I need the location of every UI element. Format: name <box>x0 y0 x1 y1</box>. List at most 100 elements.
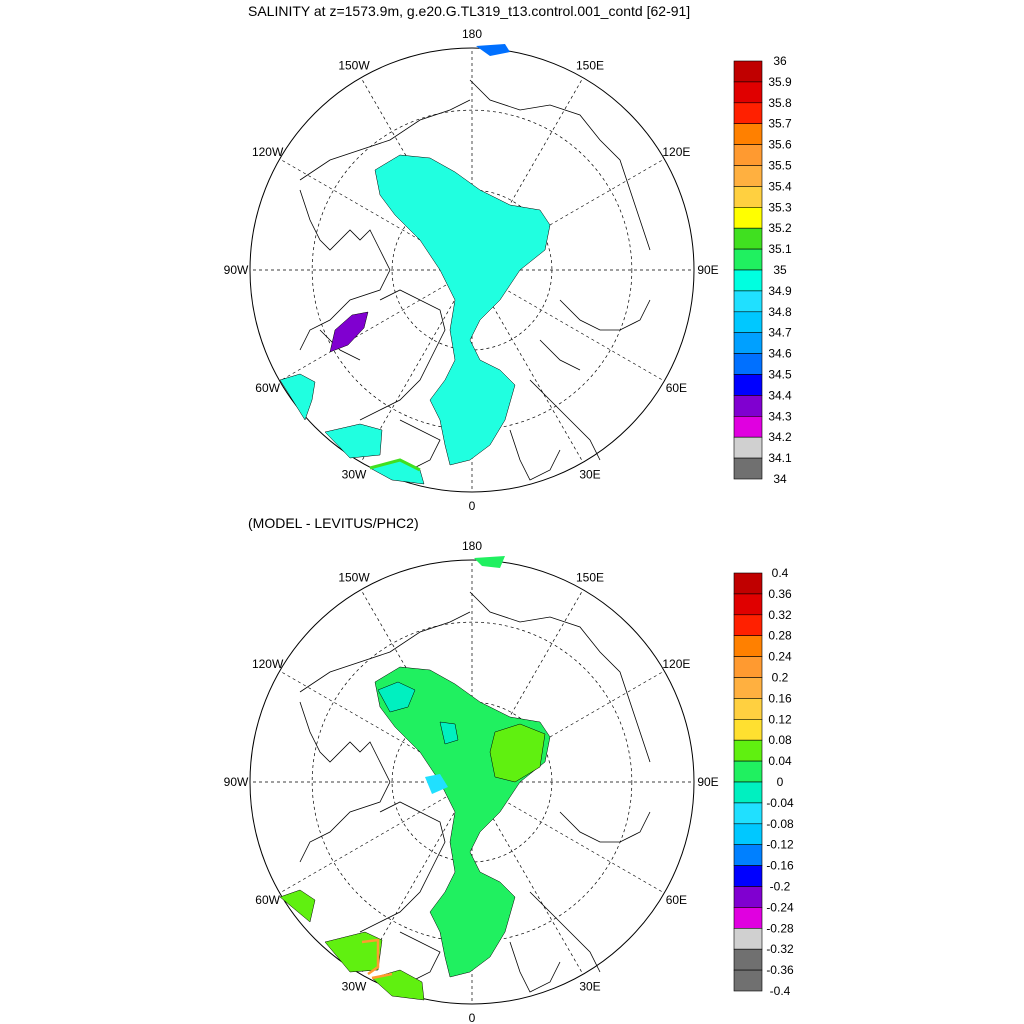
colorbar-level-label: 35.1 <box>768 242 792 256</box>
colorbar-level-label: 34.7 <box>768 326 792 340</box>
colorbar-swatch <box>733 865 763 887</box>
lon-label: 60E <box>666 381 687 395</box>
colorbar-swatch <box>733 969 763 992</box>
lon-label: 120E <box>662 145 690 159</box>
colorbar-level-label: 35.7 <box>768 117 792 131</box>
colorbar-swatch <box>733 656 763 678</box>
colorbar-swatch <box>733 948 763 971</box>
colorbar-swatch <box>733 123 763 145</box>
colorbar-swatch <box>733 760 763 783</box>
panel2-lon-labels: 180 150E 120E 90E 60E 30E 0 30W 60W 90W 120W 150W <box>224 539 719 1024</box>
colorbar-swatch <box>733 186 763 208</box>
lon-label: 0 <box>469 1011 476 1024</box>
colorbar-level-label: -0.12 <box>766 838 794 852</box>
lon-label: 90E <box>697 775 718 789</box>
colorbar-swatch <box>733 572 763 595</box>
colorbar-swatch <box>733 457 763 480</box>
colorbar-swatch <box>733 739 763 762</box>
lon-label: 0 <box>469 499 476 513</box>
meridian <box>360 781 473 975</box>
colorbar-swatch <box>733 269 763 292</box>
lon-label: 90E <box>697 263 718 277</box>
colorbar-level-label: -0.04 <box>766 796 794 810</box>
colorbar-level-label: 34.6 <box>768 347 792 361</box>
colorbar-level-label: 0.28 <box>768 629 792 643</box>
colorbar-level-label: 0.04 <box>768 754 792 768</box>
panel2-colorbar: 0.4 0.36 0.32 0.28 0.24 0.2 0.16 0.12 0.08 0.04 0 -… <box>733 566 794 998</box>
colorbar-level-label: 35.3 <box>768 200 792 214</box>
colorbar-swatch <box>733 60 763 83</box>
lon-label: 150E <box>576 59 604 73</box>
panel2-data-fill <box>279 556 551 1001</box>
colorbar-level-label: 35.5 <box>768 159 792 173</box>
colorbar-level-label: 0.4 <box>772 566 789 580</box>
colorbar-level-label: 35.2 <box>768 221 792 235</box>
colorbar-swatch <box>733 311 763 333</box>
lon-label: 180 <box>462 27 482 41</box>
colorbar-swatch <box>733 290 763 313</box>
colorbar-swatch <box>733 614 763 636</box>
lon-label: 120E <box>662 657 690 671</box>
lon-label: 120W <box>252 657 284 671</box>
lon-label: 150W <box>338 571 370 585</box>
colorbar-level-label: -0.16 <box>766 859 794 873</box>
colorbar-level-label: 34.2 <box>768 430 792 444</box>
lon-label: 180 <box>462 539 482 553</box>
panel2-coastlines <box>299 591 651 993</box>
colorbar-swatch <box>733 395 763 417</box>
colorbar-swatch <box>733 677 763 699</box>
panel1-coastlines <box>299 79 651 481</box>
colorbar-level-label: -0.4 <box>770 984 791 998</box>
colorbar-swatch <box>733 248 763 271</box>
colorbar-swatch <box>733 927 763 950</box>
colorbar-swatch <box>733 436 763 459</box>
colorbar-level-label: 0.32 <box>768 608 792 622</box>
colorbar-level-label: 34.8 <box>768 305 792 319</box>
colorbar-level-label: 0.08 <box>768 733 792 747</box>
colorbar-swatch <box>733 353 763 375</box>
panel1-colorbar: 36 35.9 35.8 35.7 35.6 35.5 35.4 35.3 35.2 35.1 35… <box>733 54 792 486</box>
lon-label: 30E <box>579 467 600 481</box>
colorbar-level-label: 0.12 <box>768 712 792 726</box>
colorbar-swatch <box>733 635 763 657</box>
colorbar-level-label: -0.24 <box>766 900 794 914</box>
colorbar-level-label: 34.3 <box>768 409 792 423</box>
lon-label: 120W <box>252 145 284 159</box>
colorbar-level-label: 35 <box>773 263 787 277</box>
colorbar-level-label: 0.36 <box>768 587 792 601</box>
colorbar-swatch <box>733 165 763 187</box>
lon-label: 90W <box>224 263 249 277</box>
lon-label: 90W <box>224 775 249 789</box>
panel2-map: 180 150E 120E 90E 60E 30E 0 30W 60W 90W 120W 150W <box>224 539 719 1024</box>
colorbar-swatch <box>733 907 763 929</box>
colorbar-level-label: -0.2 <box>770 880 791 894</box>
colorbar-swatch <box>733 802 763 825</box>
colorbar-level-label: 34.1 <box>768 451 792 465</box>
lon-label: 60E <box>666 893 687 907</box>
colorbar-swatch <box>733 374 763 396</box>
colorbar-level-label: 34.5 <box>768 368 792 382</box>
colorbar-level-label: 35.9 <box>768 75 792 89</box>
lon-label: 60W <box>255 893 280 907</box>
colorbar-swatch <box>733 81 763 104</box>
colorbar-swatch <box>733 227 763 250</box>
colorbar-level-label: 35.4 <box>768 179 792 193</box>
colorbar-level-label: 36 <box>773 54 787 68</box>
colorbar-level-label: 34.4 <box>768 388 792 402</box>
colorbar-level-label: 35.6 <box>768 138 792 152</box>
lat-circle <box>311 621 633 943</box>
panel1-map: 180 150E 120E 90E 60E 30E 0 30W 60W 90W 120W 150W <box>224 27 719 513</box>
lon-label: 30E <box>579 979 600 993</box>
meridian <box>279 781 473 894</box>
lat-circle <box>311 109 633 431</box>
colorbar-level-label: -0.36 <box>766 963 794 977</box>
colorbar-level-label: 35.8 <box>768 96 792 110</box>
colorbar-level-label: -0.28 <box>766 921 794 935</box>
colorbar-swatch <box>733 844 763 866</box>
colorbar-swatch <box>733 332 763 354</box>
colorbar-level-label: 34.9 <box>768 284 792 298</box>
lon-label: 30W <box>342 979 367 993</box>
colorbar-swatch <box>733 207 763 229</box>
colorbar-level-label: 0 <box>777 775 784 789</box>
